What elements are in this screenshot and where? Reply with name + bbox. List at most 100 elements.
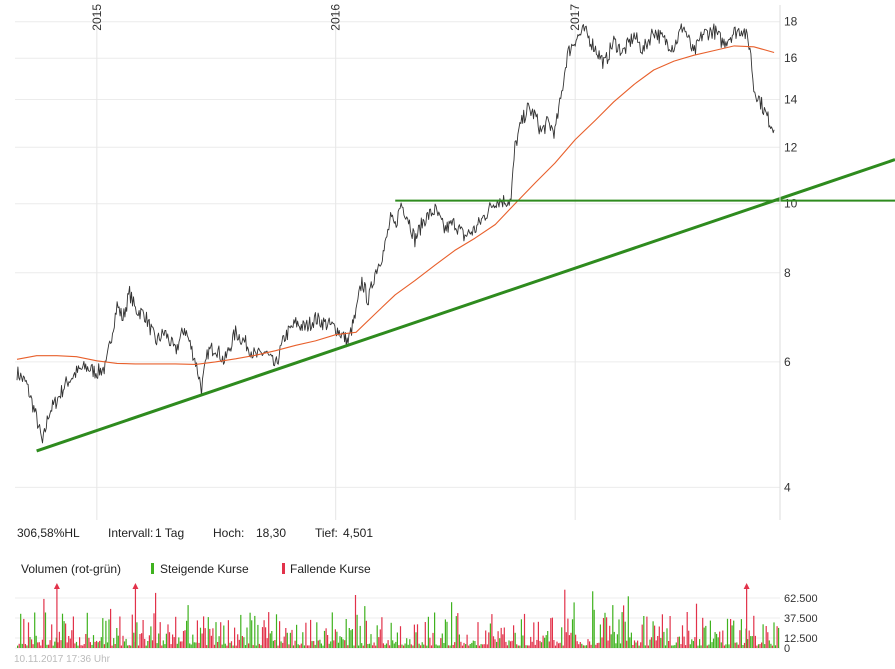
volume-bar-231 <box>375 645 377 648</box>
volume-bar-183 <box>300 643 302 648</box>
volume-bar-338 <box>540 642 543 648</box>
volume-bar-12 <box>35 635 37 648</box>
volume-bar-232 <box>376 625 378 648</box>
volume-bar-375 <box>598 642 600 648</box>
volume-bar-174 <box>286 632 288 648</box>
volume-bar-58 <box>106 642 109 648</box>
volume-bar-52 <box>97 642 99 648</box>
volume-bar-211 <box>344 640 346 648</box>
volume-bar-266 <box>429 637 431 648</box>
volume-tick-37.500: 37.500 <box>784 613 818 625</box>
price-line <box>16 23 775 444</box>
volume-bar-136 <box>227 620 229 648</box>
volume-bar-188 <box>308 645 310 648</box>
volume-bar-288 <box>463 642 465 648</box>
x-tick-2016: 2016 <box>329 4 343 31</box>
volume-bar-413 <box>657 636 659 648</box>
volume-bar-75 <box>133 632 135 648</box>
volume-bar-181 <box>297 644 299 648</box>
volume-bar-247 <box>399 626 402 648</box>
volume-bar-155 <box>257 624 259 648</box>
volume-bar-289 <box>465 644 467 648</box>
volume-bar-243 <box>393 643 395 648</box>
info-bar: 306,58%HL Intervall: 1 Tag Hoch: 18,30 T… <box>17 526 373 540</box>
volume-bar-392 <box>624 621 626 648</box>
volume-bar-417 <box>663 631 665 648</box>
volume-bar-263 <box>424 622 426 648</box>
volume-bar-474 <box>751 636 753 648</box>
volume-bar-195 <box>319 639 321 648</box>
volume-bar-215 <box>350 630 352 648</box>
volume-bar-105 <box>179 641 181 648</box>
volume-bar-21 <box>49 640 51 648</box>
volume-bar-237 <box>384 644 386 648</box>
volume-bar-472 <box>748 630 750 648</box>
volume-spike-arrow-1 <box>132 583 139 589</box>
volume-bar-239 <box>387 640 389 648</box>
volume-bar-176 <box>289 632 291 648</box>
volume-bar-388 <box>618 619 620 648</box>
volume-bar-149 <box>248 643 250 648</box>
volume-bar-124 <box>209 628 211 648</box>
volume-bar-339 <box>542 635 544 648</box>
volume-bar-150 <box>249 612 251 648</box>
volume-bar-146 <box>243 637 245 648</box>
volume-bar-120 <box>203 616 205 648</box>
y-tick-10: 10 <box>784 197 798 211</box>
volume-bar-441 <box>700 645 702 648</box>
volume-bar-190 <box>311 641 313 648</box>
volume-bar-317 <box>508 640 510 648</box>
volume-bar-50 <box>94 641 96 648</box>
volume-bar-178 <box>292 645 295 648</box>
volume-bar-219 <box>356 614 358 648</box>
volume-bar-28 <box>60 640 62 648</box>
volume-bar-131 <box>220 622 222 648</box>
volume-bar-486 <box>770 643 772 648</box>
volume-bar-345 <box>551 617 553 648</box>
volume-bar-22 <box>51 624 53 648</box>
volume-bar-415 <box>660 637 662 648</box>
volume-bar-225 <box>365 620 367 648</box>
volume-bar-196 <box>320 643 322 648</box>
volume-bar-227 <box>368 643 371 648</box>
price-y-axis: 4 6 8 10 12 14 16 18 <box>784 15 798 495</box>
volume-bar-490 <box>776 626 778 648</box>
volume-bar-455 <box>722 630 724 648</box>
volume-tick-0: 0 <box>784 643 790 655</box>
volume-bar-3 <box>21 643 23 648</box>
volume-bar-110 <box>187 605 189 648</box>
volume-bar-371 <box>592 591 594 648</box>
volume-bar-86 <box>150 626 152 648</box>
volume-bar-465 <box>737 644 739 648</box>
volume-bar-44 <box>85 634 87 648</box>
volume-bar-396 <box>630 632 632 648</box>
volume-bar-440 <box>699 639 701 648</box>
volume-bar-437 <box>694 637 696 648</box>
volume-bar-31 <box>65 623 67 648</box>
volume-bar-326 <box>522 635 524 648</box>
volume-bar-387 <box>616 634 618 648</box>
volume-bar-242 <box>392 640 394 648</box>
volume-bar-159 <box>263 620 265 648</box>
volume-bar-79 <box>139 634 141 648</box>
volume-bar-436 <box>692 641 694 648</box>
volume-bar-304 <box>488 632 490 648</box>
volume-bar-302 <box>485 630 487 648</box>
volume-bar-348 <box>556 641 558 648</box>
volume-bar-333 <box>533 622 535 648</box>
volume-bar-220 <box>358 645 360 648</box>
volume-spike-arrow-0 <box>53 583 60 589</box>
volume-bar-240 <box>389 645 391 648</box>
volume-bar-69 <box>123 641 126 648</box>
volume-bar-293 <box>471 642 473 648</box>
volume-bar-422 <box>671 645 673 648</box>
volume-bar-433 <box>688 630 690 648</box>
volume-bar-374 <box>596 643 598 648</box>
volume-bar-487 <box>771 645 773 648</box>
volume-bar-35 <box>71 630 73 648</box>
timestamp-footer: 10.11.2017 17:36 Uhr <box>14 654 111 665</box>
volume-bar-2 <box>20 613 22 648</box>
volume-bar-169 <box>279 621 281 648</box>
volume-bar-187 <box>306 645 309 648</box>
price-plot-area <box>15 5 780 520</box>
